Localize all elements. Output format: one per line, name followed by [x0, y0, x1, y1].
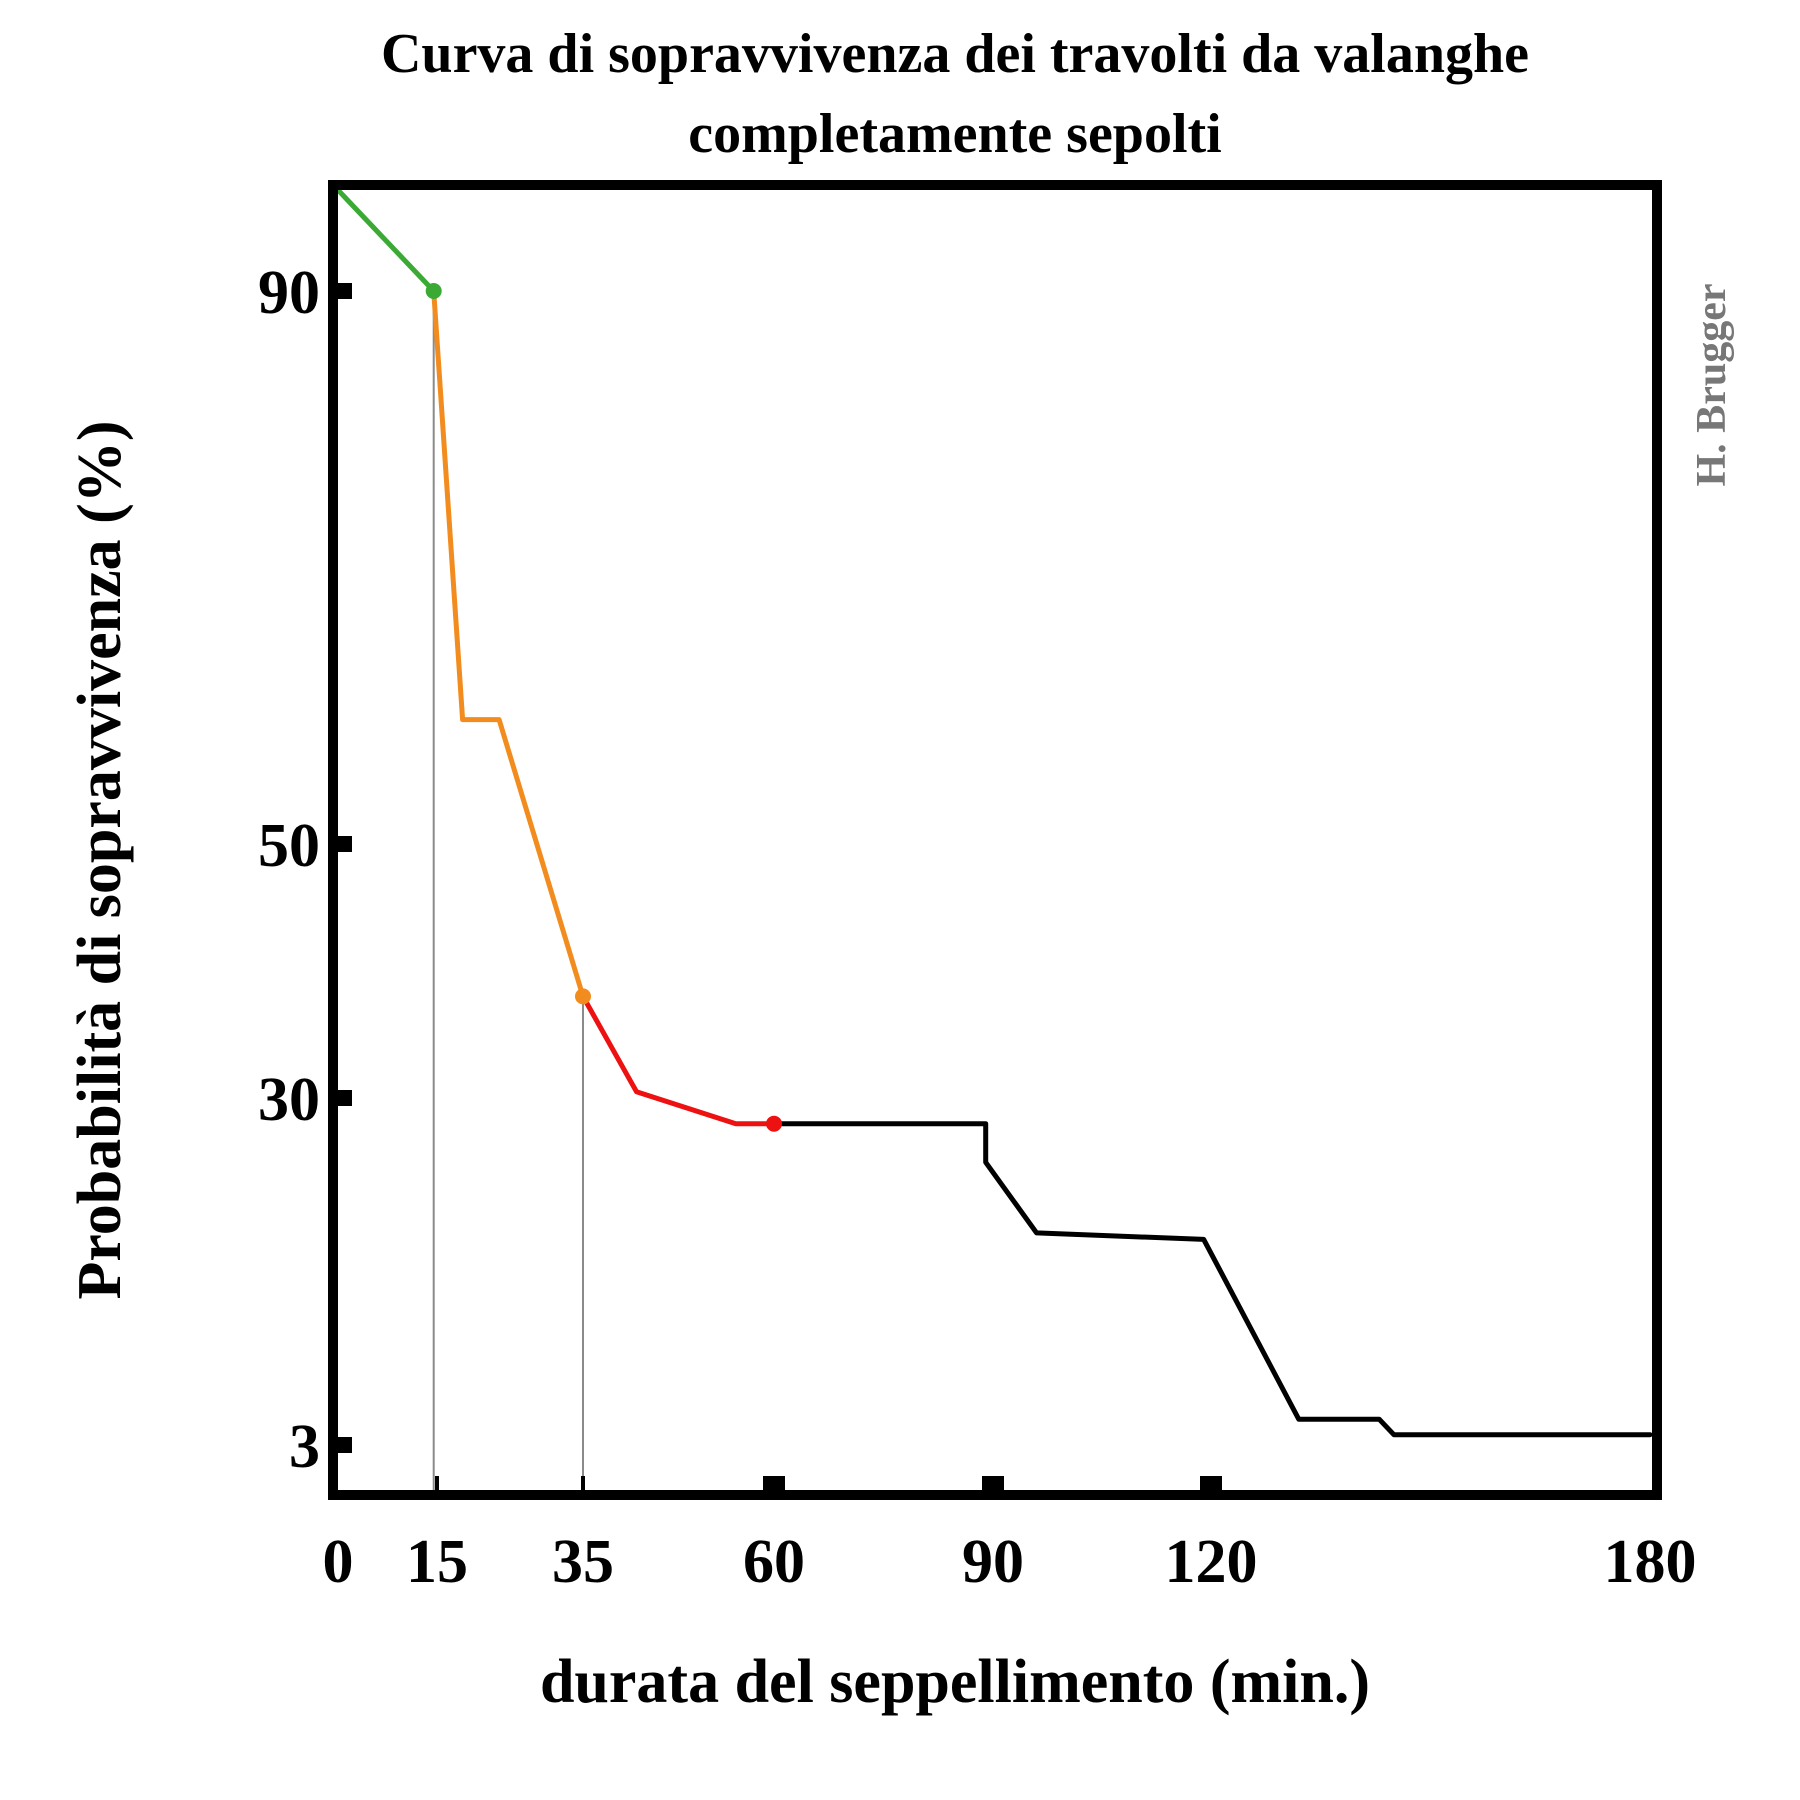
author-credit: H. Brugger [1689, 284, 1735, 487]
y-tick-label: 30 [258, 1066, 320, 1134]
y-tick-mark [338, 1090, 352, 1106]
y-tick-label: 50 [258, 812, 320, 880]
y-tick-label: 90 [258, 259, 320, 327]
chart-title: Curva di sopravvivenza dei travolti da v… [381, 23, 1529, 85]
series-line-1 [335, 187, 437, 294]
x-tick-mark [982, 1476, 1004, 1490]
x-axis-label: durata del seppellimento (min.) [540, 1648, 1370, 1716]
y-tick-label: 3 [289, 1413, 320, 1481]
x-tick-mark [581, 1476, 585, 1490]
x-tick-label: 35 [552, 1528, 614, 1596]
x-tick-mark [1200, 1476, 1222, 1490]
data-point-3 [766, 1115, 782, 1132]
x-tick-mark [763, 1476, 785, 1490]
data-point-1 [425, 283, 442, 299]
plot-area [335, 187, 1653, 1490]
series-line-3 [580, 993, 777, 1127]
x-tick-label: 15 [406, 1528, 468, 1596]
x-tick-label: 0 [323, 1528, 354, 1596]
y-tick-mark [338, 1437, 352, 1453]
chart-subtitle: completamente sepolti [688, 103, 1221, 165]
x-tick-label: 60 [743, 1528, 805, 1596]
series-line-4 [771, 1121, 1653, 1438]
y-axis-label: Probabilità di sopravvivenza (%) [66, 421, 134, 1300]
x-tick-mark [435, 1476, 439, 1490]
x-tick-label: 180 [1604, 1528, 1697, 1596]
y-tick-mark [338, 283, 352, 299]
plot-frame [328, 180, 1662, 1500]
y-tick-mark [338, 836, 352, 852]
series-line-2 [431, 288, 586, 999]
data-point-2 [575, 988, 591, 1005]
x-tick-label: 90 [962, 1528, 1024, 1596]
x-tick-label: 120 [1165, 1528, 1258, 1596]
